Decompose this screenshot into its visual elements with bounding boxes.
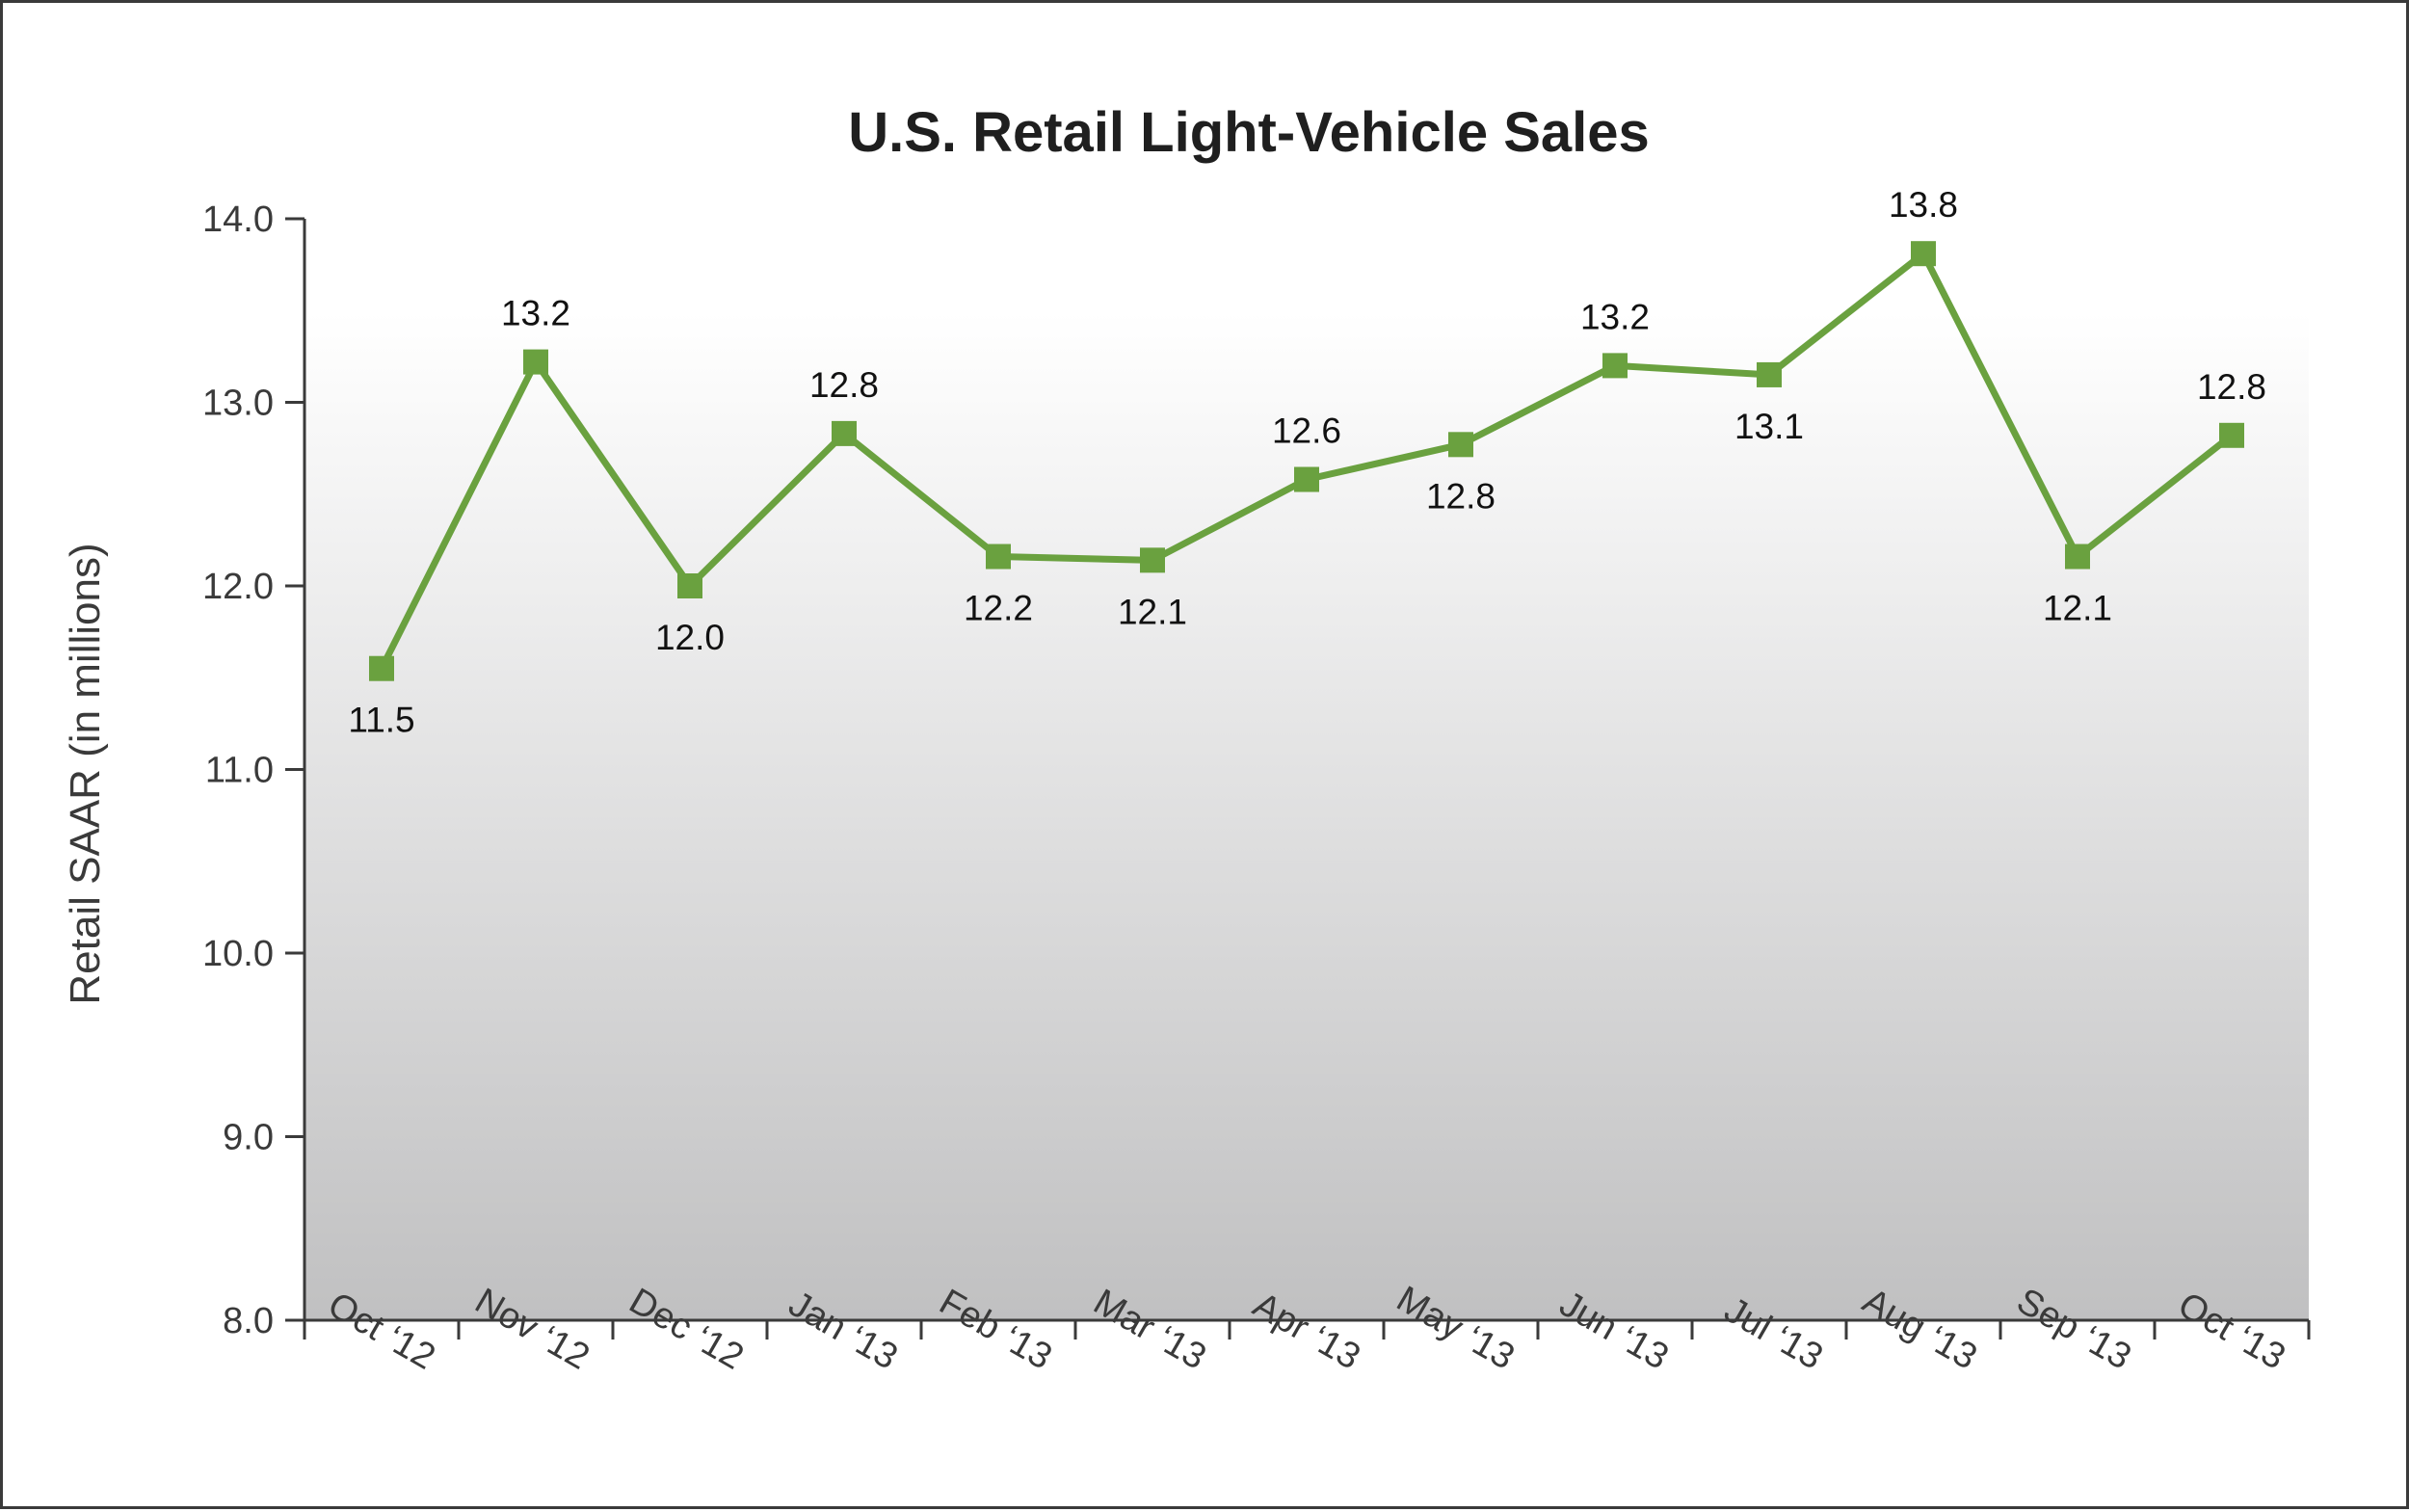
data-label: 13.8 [1889, 185, 1958, 225]
data-label: 12.0 [655, 618, 725, 657]
data-label: 12.8 [2197, 367, 2266, 407]
data-point-marker [677, 573, 702, 598]
y-tick-label: 14.0 [202, 199, 274, 240]
data-point-marker [2219, 422, 2244, 448]
data-label: 13.2 [1580, 297, 1650, 336]
data-label: 12.6 [1272, 411, 1341, 451]
y-tick-label: 12.0 [202, 567, 274, 607]
data-point-marker [1140, 547, 1165, 573]
data-label: 12.1 [2043, 589, 2112, 628]
y-tick-label: 13.0 [202, 384, 274, 424]
data-point-marker [1911, 241, 1936, 267]
data-point-marker [369, 655, 394, 681]
y-tick-label: 9.0 [223, 1118, 274, 1158]
data-label: 11.5 [348, 701, 414, 740]
data-point-marker [832, 420, 857, 446]
data-point-marker [986, 544, 1011, 570]
y-tick-label: 10.0 [202, 934, 274, 974]
data-point-marker [523, 349, 548, 375]
data-label: 12.8 [1426, 476, 1496, 516]
line-chart: U.S. Retail Light-Vehicle Sales 8.0 9.0 10… [62, 101, 2311, 1378]
data-label: 12.1 [1118, 592, 1187, 631]
data-label: 13.1 [1734, 407, 1804, 446]
plot-area [304, 259, 2309, 1320]
y-tick-label: 8.0 [223, 1301, 274, 1341]
data-point-marker [1602, 353, 1628, 379]
data-label: 13.2 [501, 294, 570, 333]
y-tick-label: 11.0 [205, 751, 274, 791]
y-axis-label: Retail SAAR (in millions) [62, 543, 109, 1004]
chart-title: U.S. Retail Light-Vehicle Sales [848, 101, 1650, 164]
data-point-marker [2065, 544, 2090, 570]
data-point-marker [1294, 466, 1319, 492]
data-label: 12.8 [809, 365, 879, 405]
data-point-marker [1757, 361, 1782, 387]
data-label: 12.2 [964, 589, 1033, 628]
data-point-marker [1448, 432, 1473, 458]
